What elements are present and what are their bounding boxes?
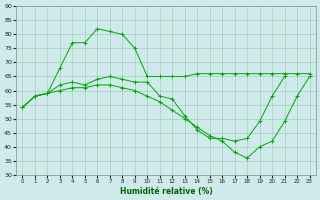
X-axis label: Humidité relative (%): Humidité relative (%) <box>120 187 212 196</box>
